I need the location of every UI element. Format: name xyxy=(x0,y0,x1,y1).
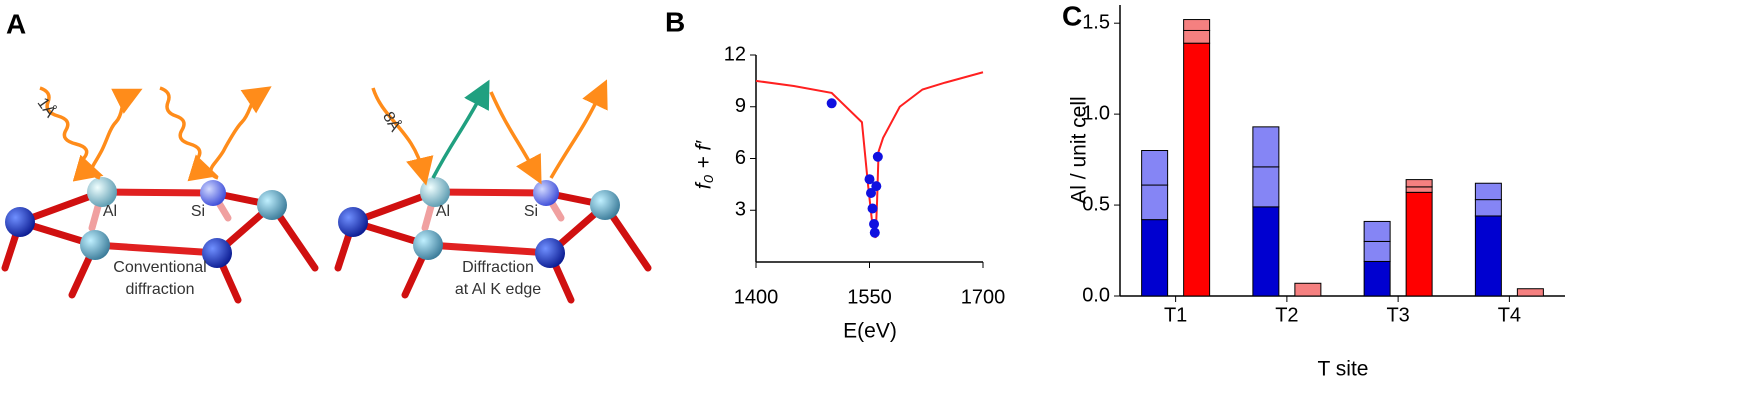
bar-segment xyxy=(1405,191,1433,297)
point xyxy=(869,219,880,230)
line xyxy=(755,71,984,239)
panel-label: C xyxy=(1062,0,1082,31)
bar-segment xyxy=(1516,288,1544,297)
bar-segment xyxy=(1252,166,1280,208)
caption: Conventional xyxy=(113,259,206,276)
panel-label: A xyxy=(6,8,26,39)
bar-segment xyxy=(1252,126,1280,168)
x-tick-label: 1700 xyxy=(961,286,1006,308)
bar-segment xyxy=(1474,182,1502,201)
bar-segment xyxy=(1252,206,1280,297)
bar-segment xyxy=(1183,42,1211,297)
diagram-right: Al Si 8Å Diffraction at Al K edge xyxy=(338,79,648,300)
point xyxy=(867,203,878,214)
waves xyxy=(39,86,272,182)
y-tick-label: 6 xyxy=(735,147,746,169)
bar-segment xyxy=(1474,215,1502,297)
y-tick-label: 1.5 xyxy=(1082,11,1110,33)
atom-label: Al xyxy=(436,203,450,220)
x-axis-label: E(eV) xyxy=(843,320,897,343)
y-tick-label: 3 xyxy=(735,199,746,221)
bar-segment xyxy=(1294,282,1322,297)
point xyxy=(871,181,882,192)
x-axis-label: T site xyxy=(1318,358,1369,381)
point xyxy=(826,98,837,109)
atom-label: Al xyxy=(103,203,117,220)
x-tick-label: 1550 xyxy=(847,286,892,308)
y-tick-label: 0.5 xyxy=(1082,193,1110,215)
x-tick-label: T4 xyxy=(1498,304,1521,326)
caption: diffraction xyxy=(125,281,194,298)
x-tick-label: T3 xyxy=(1386,304,1409,326)
bar-segment xyxy=(1141,150,1169,186)
x-tick-label: T2 xyxy=(1275,304,1298,326)
bar-segment xyxy=(1474,199,1502,217)
bar-segment xyxy=(1183,19,1211,31)
y-tick-label: 1.0 xyxy=(1082,102,1110,124)
point xyxy=(872,151,883,162)
y-tick-label: 12 xyxy=(724,43,746,65)
bar-segment xyxy=(1141,184,1169,221)
caption: Diffraction xyxy=(462,259,534,276)
y-axis-label: f₀ + f′ xyxy=(693,140,716,189)
point xyxy=(869,227,880,238)
bar-segment xyxy=(1363,240,1391,262)
panel-label: B xyxy=(665,6,685,37)
point xyxy=(866,188,877,198)
bar-segment xyxy=(1405,179,1433,188)
x-tick-label: T1 xyxy=(1164,304,1187,326)
atom-label: Si xyxy=(524,203,538,220)
point xyxy=(864,174,875,185)
caption: at Al K edge xyxy=(455,281,541,298)
bar-segment xyxy=(1141,219,1169,297)
bar-segment xyxy=(1183,29,1211,44)
bar-segment xyxy=(1363,260,1391,297)
y-tick-label: 0.0 xyxy=(1082,284,1110,306)
waves xyxy=(371,79,608,186)
x-tick-label: 1400 xyxy=(734,286,779,308)
y-axis-label: Al / unit cell xyxy=(1068,96,1091,203)
bar-segment xyxy=(1363,220,1391,242)
y-tick-label: 9 xyxy=(735,95,746,117)
bar-segment xyxy=(1405,186,1433,193)
atom-label: Si xyxy=(191,203,205,220)
diagram-left: Al Si 1Å Conventional diffraction xyxy=(5,86,315,300)
